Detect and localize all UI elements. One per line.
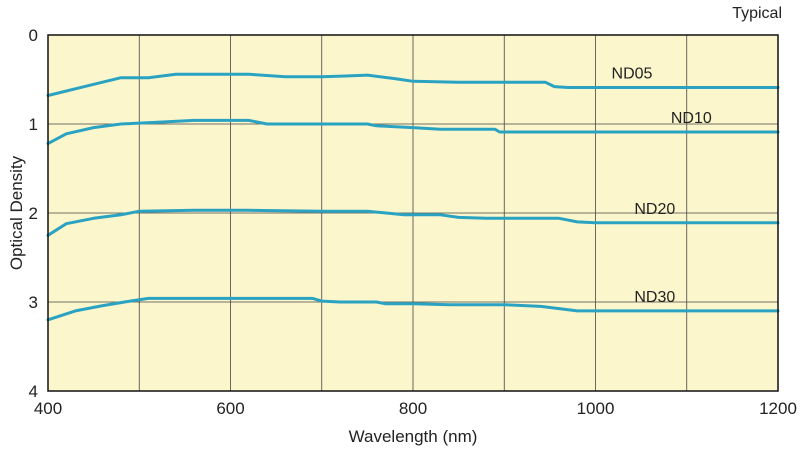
series-label-nd30: ND30	[634, 289, 675, 306]
x-tick-label: 1200	[759, 399, 797, 418]
series-label-nd20: ND20	[634, 201, 675, 218]
x-axis-title: Wavelength (nm)	[349, 427, 478, 446]
y-axis-ticks: 0 1 2 3 4	[29, 26, 38, 401]
x-axis-ticks: 400 600 800 1000 1200	[34, 399, 797, 418]
y-axis-title: Optical Density	[7, 155, 26, 270]
x-tick-label: 1000	[577, 399, 615, 418]
plot-frame	[47, 34, 779, 392]
series-line-nd20	[46, 208, 780, 237]
y-tick-label: 4	[29, 382, 38, 401]
x-tick-label: 600	[216, 399, 244, 418]
series-line-nd30	[46, 296, 780, 322]
series-line-nd10	[46, 118, 780, 146]
y-tick-label: 2	[29, 204, 38, 223]
series-label-nd10: ND10	[671, 110, 712, 127]
x-tick-label: 400	[34, 399, 62, 418]
series-line-nd05	[46, 72, 780, 97]
y-tick-label: 0	[29, 26, 38, 45]
series-label-nd05: ND05	[612, 66, 653, 83]
y-tick-label: 3	[29, 293, 38, 312]
series-lines	[46, 72, 780, 322]
x-tick-label: 800	[399, 399, 427, 418]
series-labels: ND05 ND10 ND20 ND30	[612, 66, 712, 306]
y-tick-label: 1	[29, 115, 38, 134]
chart-note: Typical	[732, 5, 782, 22]
